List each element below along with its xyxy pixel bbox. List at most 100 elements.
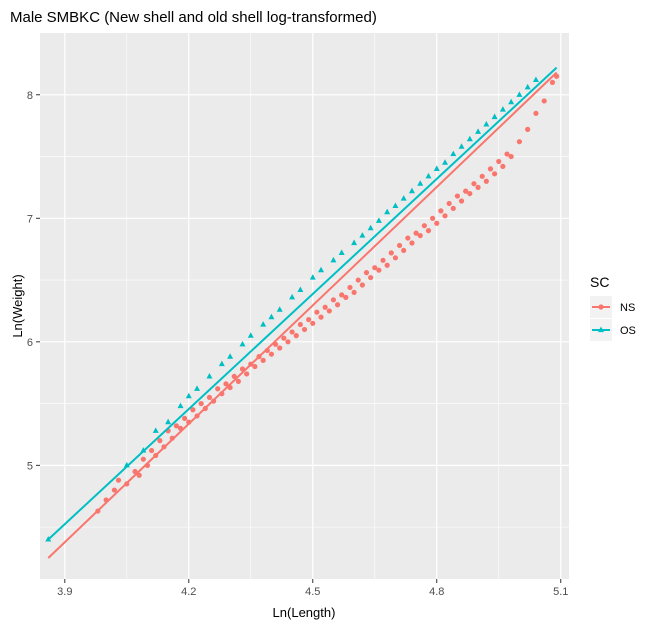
point-os [185,392,192,399]
point-os [375,217,382,223]
point-ns [215,386,221,392]
y-tick-label: 8 [27,90,33,102]
point-ns [339,292,345,298]
fit-lines [47,66,558,559]
point-ns [450,205,456,212]
y-axis-title: Ln(Weight) [10,274,25,337]
point-ns [306,316,312,323]
point-os [276,306,283,312]
point-ns [301,326,308,333]
point-os [330,256,337,263]
point-ns [347,284,353,291]
grid-minor [40,33,569,579]
chart-title: Male SMBKC (New shell and old shell log-… [10,9,377,26]
point-ns [252,363,258,370]
point-ns [359,282,365,288]
y-tick-label: 7 [27,213,33,225]
legend-label-ns: NS [620,302,635,314]
point-os [433,165,440,171]
point-os [499,106,506,112]
point-ns [405,235,411,241]
point-ns [206,394,213,401]
point-ns [235,378,241,384]
series-os [45,76,539,542]
plot-panel [40,33,569,579]
x-axis-title: Ln(Length) [273,605,336,620]
point-ns [231,373,237,380]
point-ns [458,198,465,204]
fit-line-os [47,66,558,541]
point-ns [140,456,146,462]
point-os [408,187,415,194]
legend-key-marker [598,304,604,310]
point-os [425,172,432,179]
legend-title: SC [590,274,609,290]
point-ns [380,257,386,263]
point-ns [355,277,361,283]
point-os [491,113,498,120]
point-os [524,83,531,90]
point-os [532,76,539,83]
point-ns [401,247,407,254]
point-os [218,360,225,367]
legend-label-os: OS [620,325,636,337]
point-ns [314,309,320,315]
point-ns [136,472,142,478]
point-os [260,321,267,327]
point-ns [289,329,295,335]
point-ns [363,270,370,276]
point-ns [442,213,448,219]
y-axis-ticks: 5 6 7 8 [27,90,40,472]
point-os [140,447,147,453]
x-tick-label: 4.2 [181,586,196,598]
point-os [338,249,345,255]
x-tick-label: 5.1 [553,586,568,598]
point-ns [430,215,436,221]
point-ns [438,208,444,214]
point-os [384,208,391,215]
grid-major [40,33,569,579]
point-ns [310,320,316,326]
data-points [45,73,560,542]
point-os [351,239,358,246]
point-os [318,266,325,273]
point-os [289,293,296,300]
point-os [152,427,159,433]
point-ns [318,314,324,320]
point-ns [330,297,337,303]
point-os [194,385,201,391]
point-os [458,143,465,149]
point-os [475,128,482,134]
point-os [516,91,523,97]
point-os [508,98,515,105]
point-os [400,195,407,201]
point-ns [148,447,155,454]
point-os [450,150,457,157]
point-ns [454,193,461,199]
x-tick-label: 4.5 [305,586,320,598]
point-os [227,353,234,359]
point-os [177,402,184,409]
legend: SC NS OS [590,274,636,341]
point-ns [533,110,539,116]
point-ns [409,240,415,246]
point-ns [277,345,283,351]
point-ns [244,371,250,377]
point-ns [479,173,485,179]
point-ns [334,302,341,308]
point-ns [182,415,188,422]
legend-key-marker [598,326,604,333]
point-ns [322,304,328,310]
point-ns [351,289,357,296]
point-ns [492,171,498,177]
point-ns [372,265,378,271]
point-ns [297,321,303,328]
point-os [392,202,399,209]
point-ns [223,381,229,387]
fit-line-ns [47,71,558,559]
point-ns [467,190,473,197]
point-ns [115,477,122,483]
point-os [309,274,316,280]
point-os [247,332,254,338]
point-ns [487,166,494,172]
